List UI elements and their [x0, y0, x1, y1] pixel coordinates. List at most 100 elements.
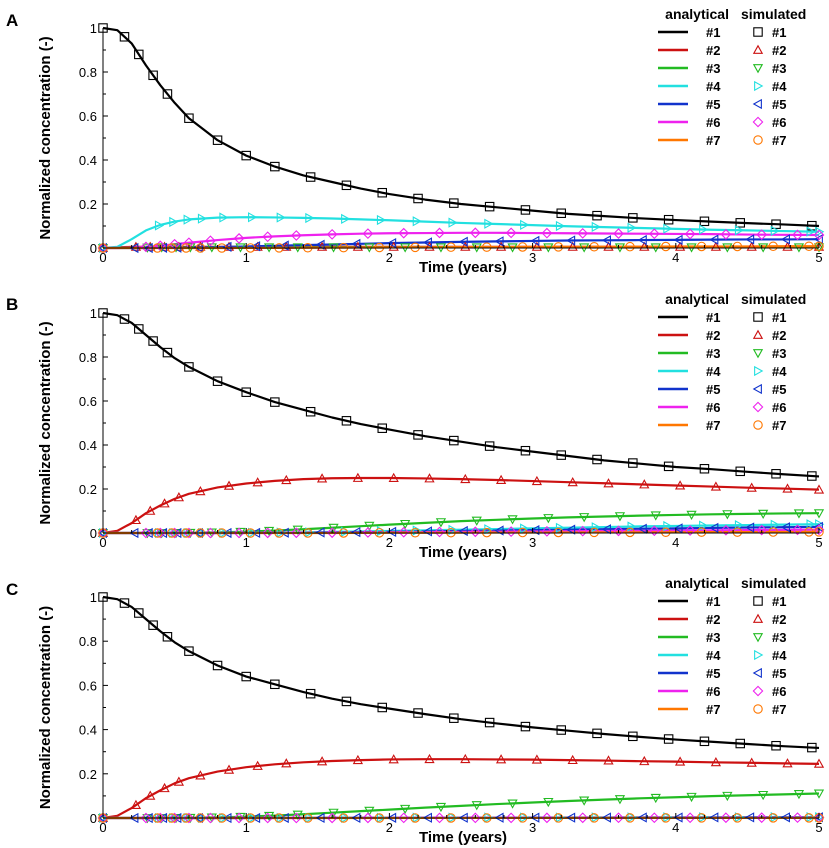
data-point [119, 598, 130, 608]
y-tick-label: 0.4 [79, 723, 97, 738]
data-point [377, 702, 387, 713]
data-point [148, 620, 158, 630]
data-point [709, 812, 719, 823]
x-tick-label: 2 [386, 250, 393, 265]
data-point [169, 216, 179, 228]
data-point [720, 524, 732, 536]
data-point [639, 479, 650, 489]
data-point [746, 241, 757, 251]
data-point [613, 812, 624, 824]
x-axis-label: Time (years) [419, 829, 507, 846]
data-point [173, 776, 185, 786]
data-point [555, 220, 566, 232]
data-point [159, 498, 170, 508]
data-point [807, 742, 817, 753]
data-point [400, 519, 411, 530]
y-tick-label: 0 [90, 811, 97, 826]
series-markers-6 [97, 524, 825, 539]
data-point [815, 519, 825, 530]
data-point [326, 228, 338, 240]
data-point [130, 799, 142, 809]
legend-simulated-entry: #6 [772, 400, 786, 415]
data-point [541, 227, 553, 239]
legend-analytical-entry: #3 [706, 61, 720, 76]
data-point [212, 135, 223, 145]
legend-marker-6 [752, 116, 764, 128]
data-point [756, 229, 768, 241]
data-point [434, 526, 445, 538]
x-tick-label: 3 [529, 535, 536, 550]
data-point [556, 450, 566, 460]
legend-simulated-entry: #4 [772, 79, 787, 94]
data-point [241, 671, 251, 682]
data-point [734, 520, 745, 531]
data-point [169, 238, 180, 250]
x-tick-label: 2 [386, 535, 393, 550]
legend-simulated-entry: #1 [772, 310, 786, 325]
data-point [435, 518, 447, 528]
data-point [193, 242, 203, 253]
data-point [792, 812, 803, 824]
data-point [460, 753, 471, 764]
data-point [813, 524, 825, 536]
data-point [352, 472, 364, 482]
data-point [484, 717, 495, 728]
data-point [388, 472, 399, 482]
legend-analytical-entry: #1 [706, 25, 720, 40]
legend-marker-2 [752, 613, 764, 623]
data-point [341, 416, 352, 426]
data-point [628, 213, 638, 223]
data-point [162, 347, 173, 358]
data-point [290, 527, 302, 539]
y-tick-label: 0 [90, 526, 97, 541]
data-point [341, 180, 352, 191]
legend-simulated-entry: #5 [772, 382, 786, 397]
data-point [154, 527, 166, 539]
data-point [556, 208, 566, 218]
data-point [674, 756, 686, 766]
data-point [543, 514, 554, 524]
data-point [531, 241, 543, 251]
data-point [813, 789, 825, 799]
data-point [709, 522, 719, 534]
data-point [507, 515, 518, 525]
legend-simulated-entry: #6 [772, 684, 786, 699]
data-point [813, 758, 825, 768]
data-point [233, 812, 245, 824]
data-point [398, 526, 410, 538]
data-point [735, 738, 745, 749]
data-point [386, 237, 397, 249]
data-point [639, 241, 650, 251]
legend-simulated-entry: #2 [772, 612, 786, 627]
legend-marker-3 [752, 64, 764, 74]
data-point [412, 216, 422, 227]
data-point [183, 527, 195, 539]
data-point [448, 217, 458, 228]
data-point [699, 224, 709, 235]
y-tick-label: 0.8 [79, 634, 97, 649]
data-point [613, 228, 624, 239]
data-point [577, 812, 589, 824]
data-point [746, 482, 757, 492]
legend-marker-7 [753, 704, 763, 714]
data-point [364, 806, 375, 817]
data-point [543, 797, 554, 808]
data-point [505, 812, 517, 824]
panel-a: A 0 1 2 3 4 5 0 0.2 0.4 0.6 0.8 1 Time (years) Normali… [6, 6, 825, 276]
data-point [663, 812, 673, 823]
data-point [663, 214, 674, 225]
legend-analytical-entry: #5 [706, 382, 720, 397]
legend-simulated-entry: #2 [772, 328, 786, 343]
data-point [591, 221, 601, 233]
legend-marker-5 [752, 383, 762, 395]
panel-letter: C [6, 580, 18, 599]
data-point [673, 234, 683, 245]
data-point [592, 728, 602, 739]
x-tick-label: 4 [672, 820, 679, 835]
data-point [362, 812, 374, 824]
data-point [684, 525, 696, 536]
data-point [305, 527, 315, 538]
data-point [205, 527, 216, 539]
data-point [793, 790, 805, 800]
panel-b: B 0 1 2 3 4 5 0 0.2 0.4 0.6 0.8 1 Time (years) Normali… [6, 291, 825, 561]
